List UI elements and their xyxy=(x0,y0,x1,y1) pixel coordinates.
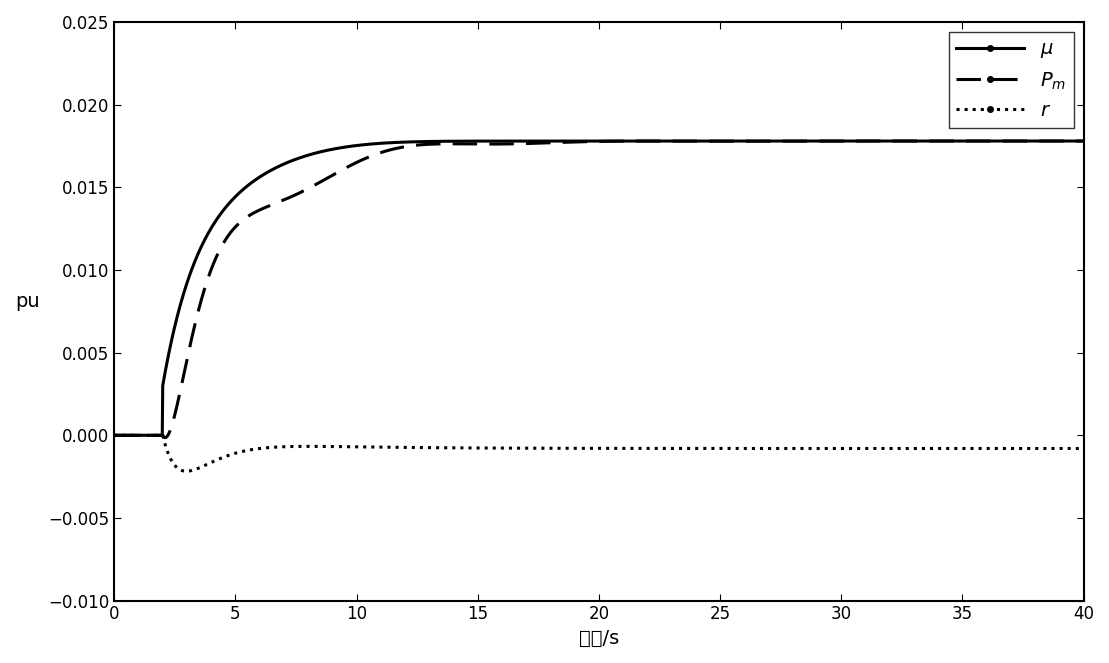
$\mu$ xyxy=(579,137,592,145)
$P_m$ xyxy=(157,433,171,441)
$\mu$ xyxy=(553,137,567,145)
$r$ xyxy=(108,432,121,440)
Line: $r$: $r$ xyxy=(114,436,1083,471)
$r$ xyxy=(180,467,193,475)
$\mu$ xyxy=(751,137,764,145)
Legend: $\mu$, $P_m$, $r$: $\mu$, $P_m$, $r$ xyxy=(948,32,1074,128)
$r$ xyxy=(157,436,171,444)
$r$ xyxy=(553,444,567,452)
$P_m$ xyxy=(553,139,567,147)
$P_m$ xyxy=(872,137,885,145)
$r$ xyxy=(1049,444,1062,452)
$P_m$ xyxy=(841,137,854,145)
$\mu$ xyxy=(1049,137,1062,145)
Line: $\mu$: $\mu$ xyxy=(114,141,1083,436)
$r$ xyxy=(1077,444,1090,452)
$\mu$ xyxy=(1077,137,1090,145)
$P_m$ xyxy=(1050,137,1064,145)
$r$ xyxy=(1049,444,1062,452)
$P_m$ xyxy=(579,138,592,146)
$P_m$ xyxy=(108,432,121,440)
$P_m$ xyxy=(159,434,172,442)
$r$ xyxy=(579,444,592,452)
Y-axis label: pu: pu xyxy=(16,292,40,312)
$P_m$ xyxy=(1077,137,1090,145)
Line: $P_m$: $P_m$ xyxy=(114,141,1083,438)
X-axis label: 时间/s: 时间/s xyxy=(579,629,619,648)
$\mu$ xyxy=(108,432,121,440)
$\mu$ xyxy=(1049,137,1062,145)
$P_m$ xyxy=(1049,137,1062,145)
$\mu$ xyxy=(872,137,885,145)
$\mu$ xyxy=(157,376,171,384)
$r$ xyxy=(872,444,885,452)
